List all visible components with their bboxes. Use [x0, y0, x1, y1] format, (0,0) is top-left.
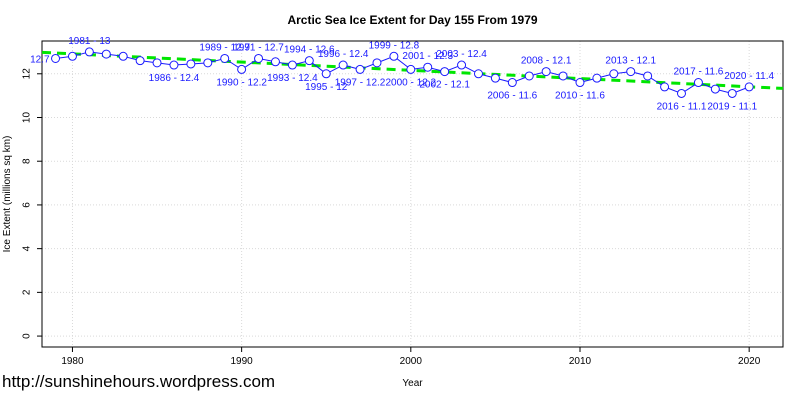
data-point [457, 60, 467, 70]
data-label: 2019 - 11.1 [707, 101, 757, 112]
data-point [203, 58, 213, 68]
data-label: 1990 - 12.2 [216, 77, 267, 88]
data-point [101, 49, 111, 59]
data-label: 2016 - 11.1 [657, 101, 707, 112]
data-point [592, 73, 602, 83]
data-point [135, 56, 145, 66]
data-point [693, 78, 703, 88]
data-label: 1989 - 12.7 [199, 42, 250, 53]
data-label: 2006 - 11.6 [487, 91, 537, 102]
x-tick-label: 2020 [738, 356, 761, 367]
data-label: 1996 - 12.4 [318, 49, 369, 60]
data-label: 1993 - 12.4 [267, 73, 318, 84]
data-point [676, 88, 686, 98]
series-group [51, 47, 754, 98]
data-point [558, 71, 568, 81]
data-point [406, 64, 416, 74]
x-tick-label: 2010 [569, 356, 592, 367]
data-point [338, 60, 348, 70]
data-point [507, 78, 517, 88]
y-tick-label: 0 [22, 333, 33, 339]
data-point [186, 59, 196, 69]
data-label: 1994 - 12.6 [284, 45, 335, 56]
data-point [51, 53, 61, 63]
axis-ticks: 1980 1990 2000 2010 2020 0 2 4 6 8 10 12 [22, 68, 761, 367]
data-point [727, 88, 737, 98]
x-axis-label: Year [402, 378, 423, 389]
data-point [287, 60, 297, 70]
data-point [118, 51, 128, 61]
data-point [609, 69, 619, 79]
data-label: 2020 - 11.4 [724, 71, 774, 82]
data-point [541, 67, 551, 77]
data-label: 1997 - 12.2 [335, 77, 386, 88]
data-label: 2008 - 12.1 [521, 56, 572, 67]
data-label: 2003 - 12.4 [436, 49, 487, 60]
data-point [152, 58, 162, 68]
data-label: 1999 - 12.8 [369, 40, 420, 51]
data-point [660, 82, 670, 92]
data-point [423, 62, 433, 72]
y-tick-label: 12 [22, 68, 33, 80]
data-point [710, 84, 720, 94]
data-point [220, 53, 230, 63]
trendline [41, 50, 784, 90]
data-point [626, 67, 636, 77]
data-point [304, 56, 314, 66]
data-point [355, 64, 365, 74]
data-label: 2017 - 11.6 [673, 67, 723, 78]
data-label: 12.7 [30, 54, 50, 65]
data-label: 1995 - 12 [305, 82, 348, 93]
point-labels: 12.7 1981 - 13 1986 - 12.4 1989 - 12.7 1990 … [30, 36, 774, 113]
x-tick-label: 2000 [400, 356, 423, 367]
y-tick-label: 6 [22, 202, 33, 208]
data-label: 2013 - 12.1 [605, 56, 656, 67]
data-point [524, 71, 534, 81]
y-tick-label: 2 [22, 289, 33, 295]
data-point [440, 67, 450, 77]
y-axis-label: Ice Extent (millions sq km) [2, 136, 13, 253]
data-label: 1991 - 12.7 [233, 42, 284, 53]
data-point [67, 51, 77, 61]
data-point [254, 53, 264, 63]
y-tick-label: 10 [22, 112, 33, 124]
data-point [169, 60, 179, 70]
data-point [473, 69, 483, 79]
x-tick-label: 1990 [231, 356, 254, 367]
data-point [575, 78, 585, 88]
grid [42, 41, 783, 347]
data-point [490, 73, 500, 83]
data-label: 2002 - 12.1 [419, 80, 470, 91]
data-point [643, 71, 653, 81]
data-label: 2001 - 12.3 [402, 51, 453, 62]
x-tick-label: 1980 [61, 356, 84, 367]
data-point [321, 69, 331, 79]
plot-border [41, 40, 784, 348]
y-tick-label: 4 [22, 245, 33, 251]
data-label: 1981 - 13 [68, 36, 111, 47]
watermark-url: http://sunshinehours.wordpress.com [2, 372, 276, 391]
y-tick-label: 8 [22, 158, 33, 164]
data-point [237, 64, 247, 74]
data-point [270, 57, 280, 67]
data-point [84, 47, 94, 57]
data-point [372, 58, 382, 68]
data-point [389, 51, 399, 61]
data-point [744, 82, 754, 92]
data-label: 1986 - 12.4 [149, 73, 200, 84]
data-label: 2000 - 12.2 [386, 77, 437, 88]
trendline-path [41, 50, 784, 90]
chart-title: Arctic Sea Ice Extent for Day 155 From 1… [287, 13, 537, 27]
data-label: 2010 - 11.6 [555, 91, 605, 102]
